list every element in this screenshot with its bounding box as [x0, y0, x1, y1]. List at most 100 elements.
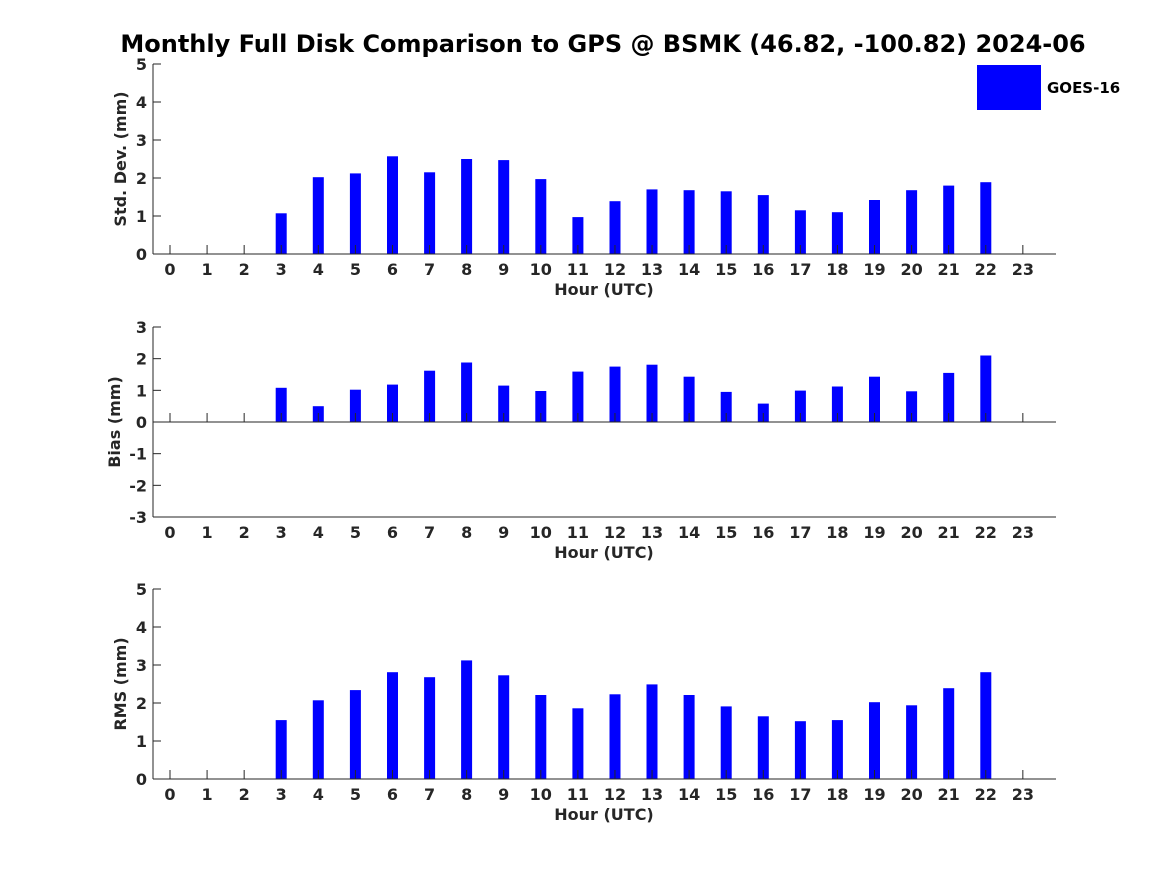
bar-stddev-hour-21: [943, 185, 955, 254]
bar-rms-hour-11: [572, 708, 584, 779]
bar-bias-hour-3: [275, 387, 287, 422]
y-tick-label-stddev: 4: [136, 93, 147, 112]
x-tick-label-bias: 15: [715, 523, 737, 542]
x-axis-label-rms: Hour (UTC): [554, 805, 654, 824]
bar-rms-hour-19: [869, 702, 880, 779]
bar-stddev-hour-15: [720, 191, 732, 254]
x-axis-label-bias: Hour (UTC): [554, 543, 654, 562]
bar-bias-hour-7: [424, 370, 436, 422]
y-tick-label-rms: 1: [136, 732, 147, 751]
y-axis-label-bias: Bias (mm): [105, 376, 124, 468]
bar-bias-hour-5: [349, 389, 361, 422]
x-tick-label-bias: 1: [202, 523, 213, 542]
bar-rms-hour-5: [349, 690, 361, 779]
x-tick-label-bias: 7: [424, 523, 435, 542]
chart-title: Monthly Full Disk Comparison to GPS @ BS…: [120, 30, 1085, 58]
x-tick-label-bias: 23: [1012, 523, 1034, 542]
bar-bias-hour-22: [980, 355, 992, 422]
x-tick-label-bias: 9: [498, 523, 509, 542]
y-tick-label-bias: 0: [136, 413, 147, 432]
bar-rms-hour-12: [609, 694, 621, 779]
x-tick-label-stddev: 20: [900, 260, 922, 279]
bar-rms-hour-4: [312, 700, 324, 779]
y-tick-label-rms: 0: [136, 770, 147, 789]
x-tick-label-stddev: 10: [530, 260, 552, 279]
x-tick-label-stddev: 0: [164, 260, 175, 279]
y-tick-label-stddev: 0: [136, 245, 147, 264]
bar-stddev-hour-17: [794, 210, 806, 254]
bar-stddev-hour-16: [757, 195, 769, 254]
bar-bias-hour-11: [572, 371, 584, 422]
x-tick-label-rms: 19: [863, 785, 885, 804]
bar-rms-hour-9: [498, 675, 510, 779]
x-tick-label-rms: 21: [938, 785, 960, 804]
x-tick-label-rms: 1: [202, 785, 213, 804]
x-tick-label-rms: 20: [900, 785, 922, 804]
bar-rms-hour-6: [387, 672, 398, 779]
x-tick-label-rms: 11: [567, 785, 589, 804]
x-tick-label-bias: 10: [530, 523, 552, 542]
y-tick-label-bias: 2: [136, 350, 147, 369]
x-tick-label-bias: 16: [752, 523, 774, 542]
bar-bias-hour-16: [757, 403, 769, 422]
bar-bias-hour-14: [683, 376, 695, 422]
x-tick-label-rms: 6: [387, 785, 398, 804]
x-tick-label-bias: 12: [604, 523, 626, 542]
x-tick-label-stddev: 9: [498, 260, 509, 279]
x-tick-label-bias: 19: [863, 523, 885, 542]
x-tick-label-stddev: 8: [461, 260, 472, 279]
bar-rms-hour-10: [535, 695, 547, 779]
x-tick-label-rms: 12: [604, 785, 626, 804]
bar-stddev-hour-5: [349, 173, 361, 254]
x-tick-label-bias: 11: [567, 523, 589, 542]
x-tick-label-bias: 13: [641, 523, 663, 542]
x-tick-label-stddev: 6: [387, 260, 398, 279]
bar-bias-hour-12: [609, 366, 621, 422]
x-tick-label-rms: 17: [789, 785, 811, 804]
x-tick-label-stddev: 23: [1012, 260, 1034, 279]
y-tick-label-rms: 5: [136, 580, 147, 599]
x-tick-label-stddev: 7: [424, 260, 435, 279]
bar-bias-hour-13: [646, 364, 658, 422]
y-tick-label-stddev: 2: [136, 169, 147, 188]
x-tick-label-bias: 18: [826, 523, 848, 542]
bar-stddev-hour-8: [461, 159, 473, 254]
bar-rms-hour-22: [980, 672, 992, 779]
x-tick-label-stddev: 13: [641, 260, 663, 279]
x-tick-label-bias: 21: [938, 523, 960, 542]
bar-stddev-hour-19: [869, 200, 880, 254]
y-tick-label-rms: 2: [136, 694, 147, 713]
x-tick-label-stddev: 2: [239, 260, 250, 279]
bar-rms-hour-15: [720, 706, 732, 779]
bar-rms-hour-20: [906, 705, 918, 779]
y-tick-label-rms: 4: [136, 618, 147, 637]
y-tick-label-bias: -3: [129, 508, 147, 527]
x-tick-label-bias: 6: [387, 523, 398, 542]
bar-stddev-hour-9: [498, 160, 510, 254]
x-tick-label-rms: 15: [715, 785, 737, 804]
bar-stddev-hour-3: [275, 213, 287, 254]
bar-stddev-hour-18: [831, 212, 843, 254]
legend-swatch: [977, 65, 1041, 110]
x-tick-label-bias: 5: [350, 523, 361, 542]
x-tick-label-rms: 0: [164, 785, 175, 804]
x-tick-label-stddev: 5: [350, 260, 361, 279]
bar-stddev-hour-14: [683, 190, 695, 254]
bar-bias-hour-19: [869, 376, 880, 422]
y-tick-label-bias: 1: [136, 381, 147, 400]
y-tick-label-stddev: 5: [136, 55, 147, 74]
x-tick-label-stddev: 15: [715, 260, 737, 279]
y-tick-label-stddev: 3: [136, 131, 147, 150]
bar-stddev-hour-11: [572, 217, 584, 254]
bar-rms-hour-17: [794, 721, 806, 779]
x-tick-label-rms: 22: [975, 785, 997, 804]
bar-rms-hour-3: [275, 720, 287, 779]
x-tick-label-rms: 9: [498, 785, 509, 804]
x-tick-label-bias: 20: [900, 523, 922, 542]
x-tick-label-stddev: 18: [826, 260, 848, 279]
